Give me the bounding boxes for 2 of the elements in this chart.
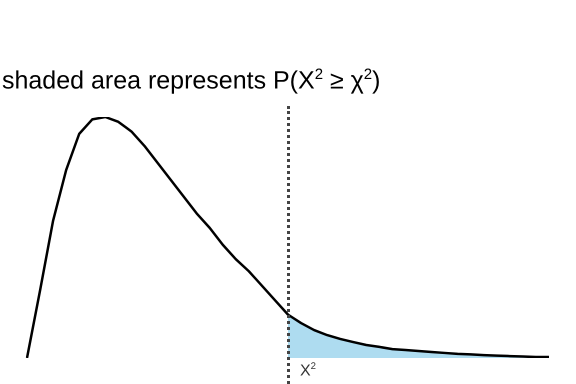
chart-title: shaded area represents P(X$^{2}$ ≥ χ$^{2}$) <box>2 66 380 96</box>
text: X$^{2}$ <box>300 361 316 380</box>
